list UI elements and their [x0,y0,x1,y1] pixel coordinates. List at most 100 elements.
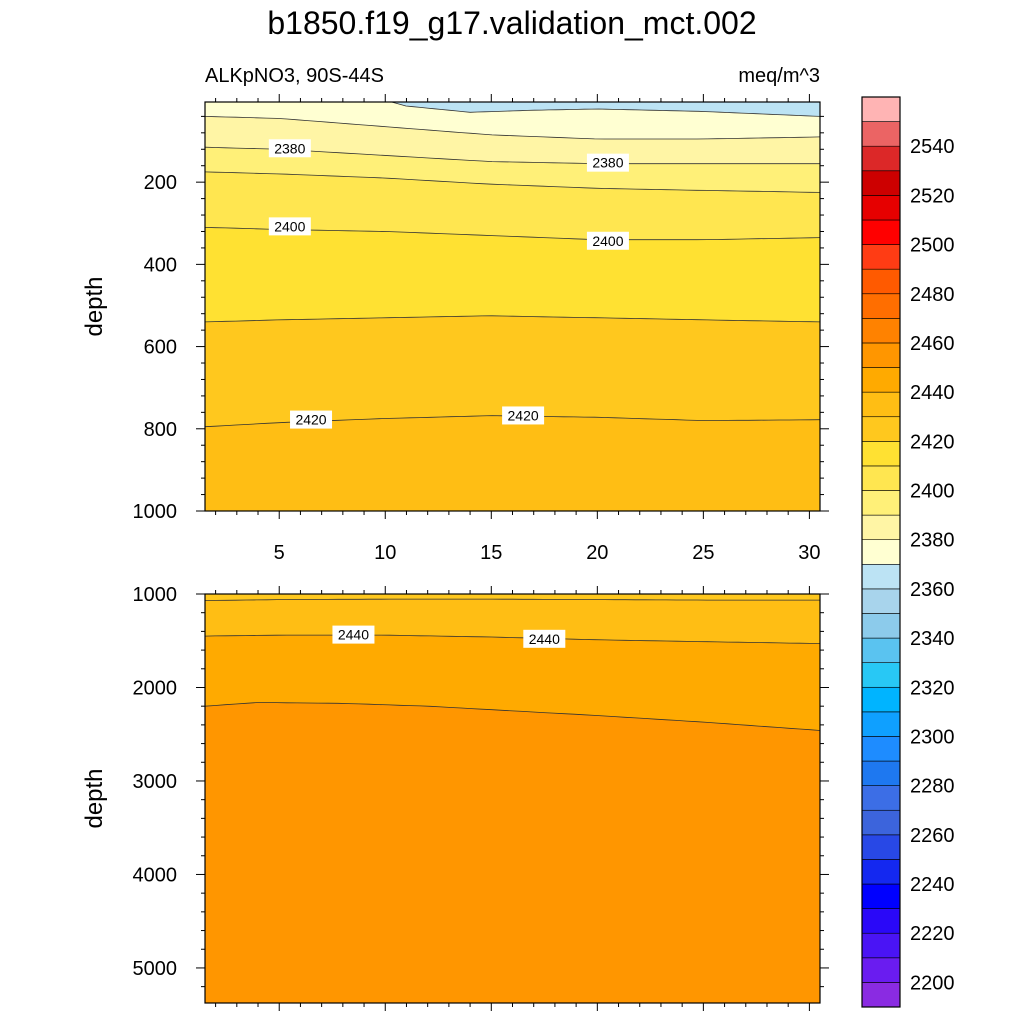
colorbar-swatch [861,736,901,762]
y-tick-label: 600 [144,337,177,359]
x-tick-label: 5 [274,542,285,564]
contour-line [391,102,820,117]
colorbar-swatch [861,219,901,245]
colorbar-tick-label: 2420 [910,431,955,453]
colorbar-swatch [861,293,901,319]
y-tick-label: 5000 [133,958,178,980]
y-axis-label: depth [81,768,108,828]
colorbar-swatch [861,588,901,614]
contour-label-bg [332,625,375,644]
contour-fill-group [205,102,820,511]
x-tick-label: 10 [374,542,396,564]
colorbar-tick-label: 2320 [910,677,955,699]
contour-band [205,415,820,511]
colorbar-frame [861,96,901,1008]
y-tick-label: 200 [144,172,177,194]
contour-label: 2420 [295,412,326,428]
colorbar-swatch [861,145,901,172]
x-tick-label: 25 [692,542,714,564]
chart-subtitle-left: ALKpNO3, 90S-44S [205,65,384,87]
contour-label-bg [290,410,333,429]
colorbar-tick-label: 2260 [910,825,955,847]
contour-band [205,702,820,1003]
x-tick-label: 20 [586,542,608,564]
contour-label: 2400 [274,218,305,234]
colorbar-swatch [861,342,901,368]
contour-line [205,116,820,140]
colorbar-swatch [861,96,901,122]
colorbar-swatch [861,170,901,196]
contour-label-bg [268,139,311,158]
colorbar-tick-label: 2380 [910,530,955,552]
colorbar-tick-label: 2200 [910,972,955,994]
colorbar-tick-label: 2240 [910,874,955,896]
contour-label-bg [523,629,566,648]
y-tick-label: 3000 [133,771,178,793]
colorbar-swatch [861,662,901,688]
colorbar-tick-label: 2520 [910,185,955,207]
colorbar-swatch [861,957,901,983]
colorbar-swatch [861,195,901,221]
contour-label: 2380 [274,140,305,156]
colorbar-swatch [861,539,901,565]
colorbar-tick-label: 2460 [910,333,955,355]
contour-label: 2420 [508,407,539,423]
contour-line [205,702,820,731]
colorbar-tick-label: 2540 [910,136,955,158]
colorbar-swatch [861,391,901,418]
chart-title: b1850.f19_g17.validation_mct.002 [267,5,756,41]
y-tick-label: 800 [144,419,177,441]
contour-label: 2440 [338,627,369,643]
colorbar-swatch [861,318,901,344]
colorbar-tick-label: 2440 [910,382,955,404]
colorbar-swatch [861,490,901,516]
contour-line [205,598,820,601]
contour-label: 2380 [592,155,623,171]
colorbar-swatch [861,908,901,934]
contour-label-bg [502,406,545,425]
colorbar-tick-label: 2280 [910,776,955,798]
colorbar-tick-label: 2500 [910,235,955,257]
y-axis-label: depth [81,276,108,336]
y-tick-label: 4000 [133,864,178,886]
colorbar-tick-label: 2360 [910,579,955,601]
contour-label-bg [586,231,629,250]
y-tick-label: 1000 [133,584,178,606]
contour-label: 2400 [592,233,623,249]
colorbar-swatch [861,244,901,270]
contour-label: 2440 [529,631,560,647]
colorbar-swatch [861,465,901,491]
y-tick-label: 400 [144,254,177,276]
colorbar-tick-label: 2220 [910,923,955,945]
colorbar-tick-label: 2340 [910,628,955,650]
colorbar-tick-label: 2480 [910,284,955,306]
colorbar-swatch [861,859,901,885]
colorbar-swatch [861,613,901,639]
chart-subtitle-right: meq/m^3 [738,65,820,87]
contour-fill-group [205,594,820,1003]
colorbar-swatch [861,416,901,442]
colorbar-swatch [861,760,901,786]
y-tick-label: 1000 [133,501,178,523]
lower-panel: 2440 2440 1000 2000 3000 4000 5000 depth [81,584,829,1011]
colorbar-swatch [861,809,901,836]
colorbar-tick-label: 2400 [910,481,955,503]
x-tick-label: 30 [798,542,820,564]
x-tick-label: 15 [480,542,502,564]
upper-panel: 2380 2380 2400 2400 2420 2420 5 10 15 20 25 30 200 40… [81,94,829,564]
colorbar-swatch [861,121,901,147]
colorbar-swatch [861,834,901,860]
colorbar-swatch [861,268,901,295]
colorbar-swatch [861,982,901,1008]
colorbar-swatch [861,514,901,541]
colorbar-swatch [861,711,901,737]
contour-label-bg [268,217,311,236]
colorbar-tick-label: 2300 [910,726,955,748]
colorbar-swatch [861,785,901,811]
colorbar-swatch [861,563,901,590]
colorbar-swatch [861,932,901,959]
colorbar-swatch [861,883,901,909]
colorbar-swatch [861,686,901,713]
contour-line [205,634,820,644]
